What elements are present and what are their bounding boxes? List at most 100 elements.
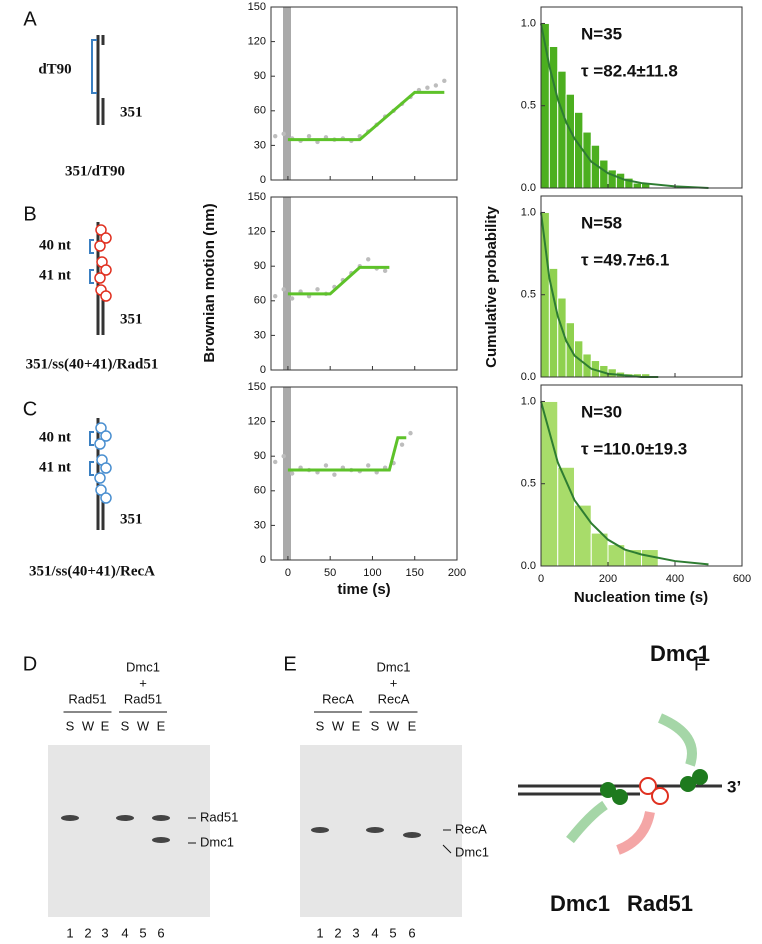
- y-tick-label: 150: [248, 191, 266, 203]
- model-label: Dmc1: [550, 891, 610, 916]
- x-tick-label: 0: [538, 573, 544, 585]
- data-point: [273, 459, 278, 465]
- lane-number: 5: [139, 925, 146, 940]
- y-tick-label: 1.0: [521, 17, 536, 29]
- lane-label: E: [101, 718, 110, 733]
- x-axis-label: time (s): [337, 581, 390, 598]
- fit-line: [287, 90, 445, 142]
- plot-frame: [540, 6, 743, 189]
- band-label: Rad51: [200, 809, 238, 824]
- group-label: Rad51: [124, 691, 162, 706]
- data-point: [332, 472, 337, 477]
- construct-length: 351: [120, 104, 143, 120]
- data-point: [273, 293, 278, 299]
- annotation: τ =49.7±6.1: [581, 250, 669, 269]
- band-pointer: [442, 844, 452, 854]
- data-point: [366, 257, 371, 262]
- bar: [557, 70, 567, 189]
- plot-frame: [270, 196, 458, 371]
- y-tick-label: 0.5: [521, 478, 536, 490]
- panel-letter: A: [23, 8, 37, 30]
- band-label: RecA: [455, 821, 487, 836]
- construct-annotation: 41 nt: [39, 459, 71, 475]
- data-point: [425, 85, 430, 90]
- construct-caption: 351/ss(40+41)/RecA: [29, 563, 155, 579]
- y-tick-label: 60: [254, 485, 266, 497]
- fit-curve: [540, 401, 709, 566]
- x-tick-label: 100: [363, 567, 381, 579]
- construct-caption: 351/ss(40+41)/Rad51: [26, 356, 159, 372]
- lane-number: 4: [371, 925, 378, 940]
- construct-drawings: [89, 35, 112, 530]
- y-axis-label: Brownian motion (nm): [201, 203, 218, 362]
- plot-frame: [270, 386, 458, 561]
- band-label: Dmc1: [455, 844, 489, 859]
- band-label: Dmc1: [200, 834, 234, 849]
- data-point: [323, 463, 329, 468]
- data-point: [281, 287, 286, 292]
- gel-band: [366, 827, 384, 833]
- model-diagram: [518, 713, 722, 855]
- lane-number: 1: [66, 925, 73, 940]
- y-axis-label: Cumulative probability: [483, 206, 500, 368]
- lane-number: 3: [101, 925, 108, 940]
- y-tick-label: 90: [254, 450, 266, 462]
- gel-band: [152, 815, 170, 821]
- y-tick-label: 150: [248, 1, 266, 13]
- shaded-region: [283, 387, 291, 560]
- group-label: RecA: [378, 691, 410, 706]
- y-tick-label: 120: [248, 416, 266, 428]
- fit-curve: [540, 23, 709, 189]
- y-tick-label: 30: [254, 519, 266, 531]
- bar: [599, 159, 609, 189]
- y-tick-label: 60: [254, 105, 266, 117]
- gel-band: [116, 815, 134, 821]
- lane-number: 6: [408, 925, 415, 940]
- bar: [574, 504, 592, 567]
- y-tick-label: 0.0: [521, 560, 536, 572]
- y-tick-label: 30: [254, 329, 266, 341]
- bar: [574, 111, 584, 189]
- lane-label: W: [82, 718, 95, 733]
- plot-frame: [540, 195, 743, 378]
- fit-line: [287, 436, 407, 472]
- y-tick-label: 120: [248, 226, 266, 238]
- annotation: N=58: [581, 213, 622, 232]
- lane-label: W: [387, 718, 400, 733]
- y-tick-label: 0.5: [521, 100, 536, 112]
- construct-caption: 351/dT90: [65, 163, 125, 179]
- panel-letter: F: [694, 653, 706, 675]
- construct-annotation: 40 nt: [39, 429, 71, 445]
- y-tick-label: 1.0: [521, 206, 536, 218]
- lane-number: 5: [389, 925, 396, 940]
- data-point: [306, 133, 312, 139]
- construct-annotation: 40 nt: [39, 237, 71, 253]
- group-label: Dmc1: [377, 659, 411, 674]
- lane-label: S: [371, 718, 380, 733]
- fit-curve: [540, 212, 659, 378]
- x-tick-label: 150: [406, 567, 424, 579]
- gel-band: [152, 837, 170, 843]
- x-tick-label: 400: [666, 573, 684, 585]
- y-tick-label: 0.0: [521, 182, 536, 194]
- y-tick-label: 30: [254, 139, 266, 151]
- data-point: [408, 430, 413, 436]
- group-label: Dmc1: [126, 659, 160, 674]
- data-point: [442, 78, 447, 84]
- lane-number: 3: [352, 925, 359, 940]
- lane-label: E: [352, 718, 361, 733]
- y-tick-label: 0: [260, 174, 266, 186]
- annotation: τ =82.4±11.8: [581, 61, 678, 80]
- data-point: [382, 268, 388, 274]
- annotation: N=35: [581, 24, 622, 43]
- gel-image: [48, 745, 210, 917]
- lane-number: 4: [121, 925, 128, 940]
- y-tick-label: 60: [254, 295, 266, 307]
- model-label: 3’: [727, 777, 741, 796]
- bar: [615, 172, 626, 189]
- shaded-region: [283, 197, 291, 370]
- data-point: [315, 287, 320, 292]
- y-tick-label: 0: [260, 554, 266, 566]
- data-point: [289, 296, 295, 301]
- panel-letter: D: [23, 653, 37, 675]
